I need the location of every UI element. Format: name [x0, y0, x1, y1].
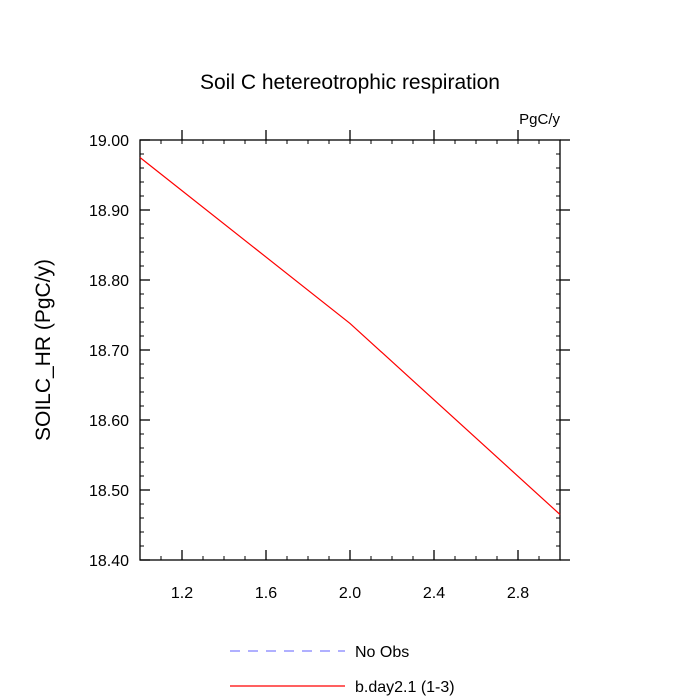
- legend-label-b-day2-1: b.day2.1 (1-3): [355, 679, 455, 696]
- y-tick-label: 18.90: [89, 203, 129, 220]
- series-layer: [139, 157, 561, 515]
- y-tick-label: 18.50: [89, 483, 129, 500]
- x-tick-label: 1.6: [255, 585, 277, 602]
- y-axis: 18.40 18.50 18.60 18.70 18.80 18.90 19.00: [89, 133, 570, 570]
- plot-frame: [139, 139, 561, 561]
- y-tick-label: 18.80: [89, 273, 129, 290]
- y-tick-label: 18.60: [89, 413, 129, 430]
- y-axis-label: SOILC_HR (PgC/y): [32, 259, 55, 441]
- legend: No Obs b.day2.1 (1-3): [230, 644, 455, 696]
- x-axis: 1.2 1.6 2.0 2.4 2.8: [171, 130, 529, 602]
- minor-ticks: [140, 140, 560, 560]
- x-tick-label: 1.2: [171, 585, 193, 602]
- y-tick-label: 18.70: [89, 343, 129, 360]
- x-tick-label: 2.0: [339, 585, 361, 602]
- legend-label-no-obs: No Obs: [355, 644, 409, 661]
- y-tick-label: 18.40: [89, 553, 129, 570]
- x-tick-label: 2.4: [423, 585, 445, 602]
- chart-title: Soil C hetereotrophic respiration: [200, 71, 500, 94]
- units-label: PgC/y: [519, 111, 560, 128]
- series-line: [139, 157, 561, 515]
- y-tick-label: 19.00: [89, 133, 129, 150]
- x-tick-label: 2.8: [507, 585, 529, 602]
